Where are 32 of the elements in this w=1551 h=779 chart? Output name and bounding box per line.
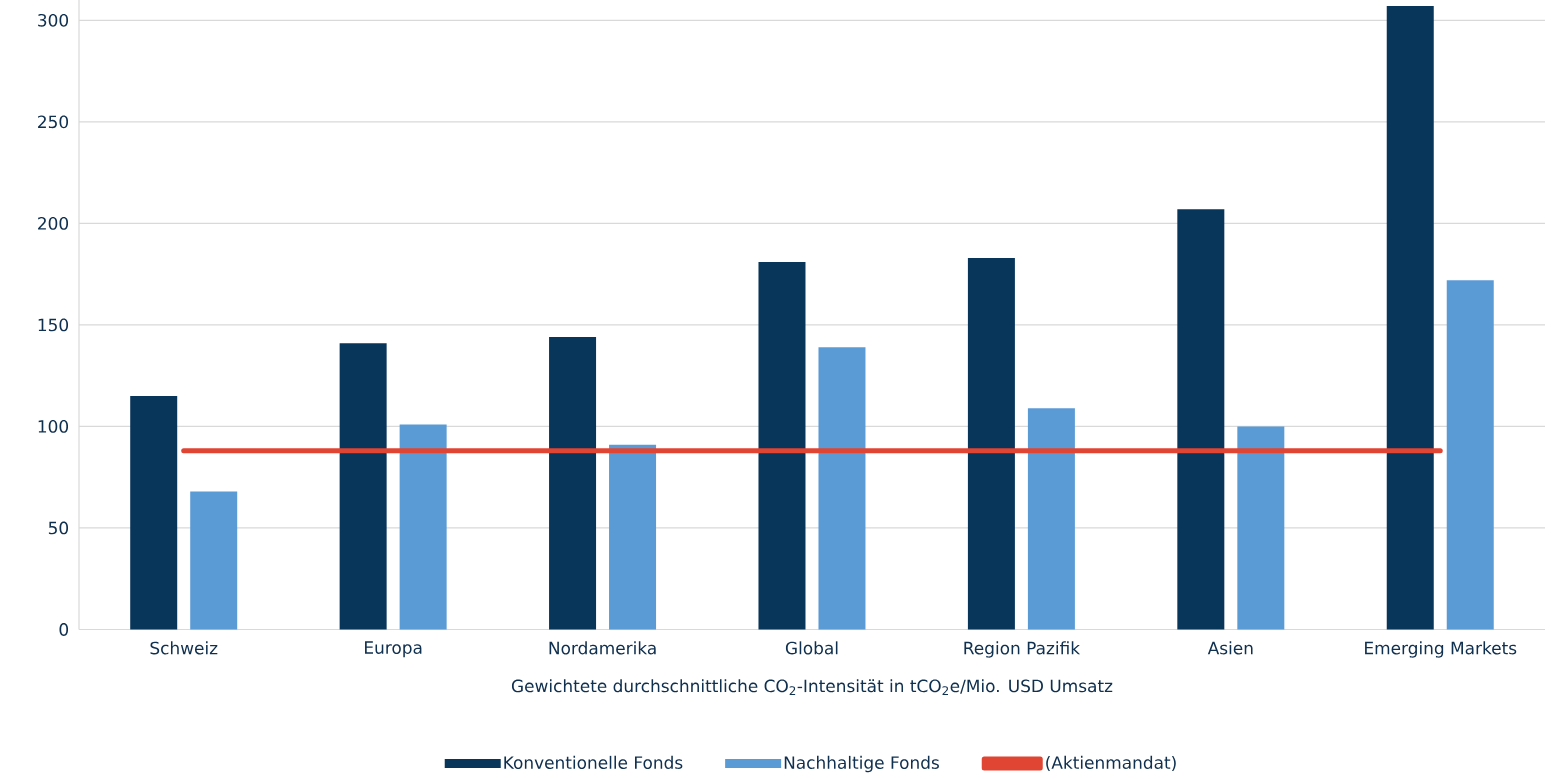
x-tick-label: Nordamerika	[549, 641, 656, 655]
bar	[818, 347, 866, 630]
bar	[758, 261, 806, 630]
x-tick-label: Emerging Markets	[1365, 641, 1517, 658]
bar	[1027, 408, 1075, 630]
y-tick-label: 0	[59, 623, 69, 636]
y-tick-label: 150	[38, 318, 69, 332]
y-tick-label: 100	[38, 420, 69, 433]
y-tick-label: 50	[48, 521, 69, 535]
legend-label: (Aktienmandat)	[1046, 755, 1176, 771]
bar	[1386, 6, 1434, 630]
x-tick-label: Schweiz	[150, 641, 218, 655]
bar	[1237, 426, 1285, 630]
x-tick-label: Asien	[1207, 641, 1253, 655]
bar	[609, 444, 657, 630]
bar	[1446, 280, 1494, 630]
x-tick-label: Europa	[365, 641, 422, 658]
bar	[1177, 209, 1225, 630]
bar	[967, 257, 1015, 630]
y-tick-label: 250	[38, 115, 69, 129]
y-tick-label: 200	[38, 216, 69, 230]
x-tick-label: Region Pazifik	[964, 641, 1081, 658]
bar	[399, 424, 447, 630]
legend-label: Nachhaltige Fonds	[784, 755, 939, 773]
bar	[339, 343, 387, 630]
bar	[549, 337, 597, 630]
x-axis-title: Gewichtete durchschnittliche CO$_{2}$-Intensität in tCO$_{2}$e/Mio. USD Umsatz	[511, 679, 1113, 695]
bar	[130, 395, 178, 630]
y-tick-label: 300	[38, 13, 69, 27]
legend-label: Konventionelle Fonds	[504, 755, 683, 769]
bar	[190, 491, 238, 630]
x-tick-label: Global	[785, 641, 838, 655]
